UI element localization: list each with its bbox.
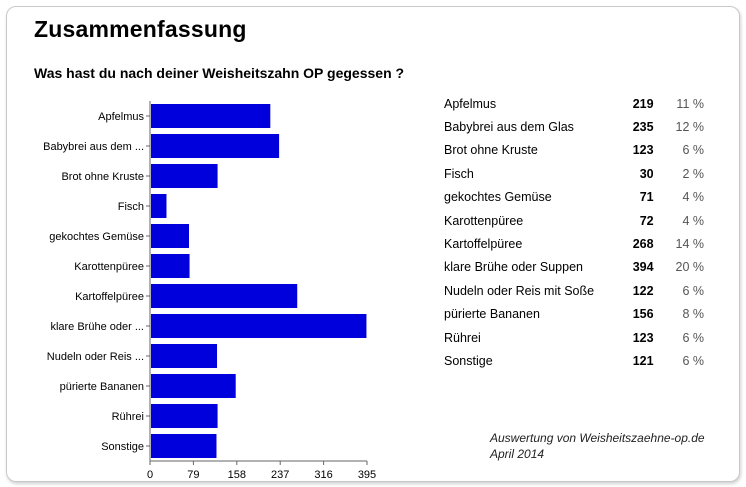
x-tick-label: 395 [358, 469, 376, 481]
summary-table: Apfelmus 219 11 % Babybrei aus dem Glas 235 1… [444, 92, 704, 373]
table-row: Brot ohne Kruste 123 6 % [444, 139, 704, 162]
bar [151, 254, 190, 278]
row-count: 121 [632, 353, 654, 368]
row-label: Karottenpüree [444, 213, 524, 228]
row-percent: 6 % [682, 283, 704, 298]
row-percent: 4 % [682, 190, 704, 205]
bar [151, 434, 217, 458]
row-label: Brot ohne Kruste [444, 143, 538, 158]
row-label: Fisch [444, 166, 474, 181]
summary-card [6, 6, 740, 482]
category-label: Karottenpüree [74, 261, 144, 273]
bar [151, 134, 280, 158]
source-note: Auswertung von Weisheitszaehne-op.de Apr… [490, 430, 705, 462]
row-percent: 6 % [682, 143, 704, 158]
bar [151, 404, 218, 428]
row-label: pürierte Bananen [444, 307, 540, 322]
row-count: 30 [639, 166, 654, 181]
table-row: Fisch 30 2 % [444, 162, 704, 185]
category-label: Fisch [118, 201, 144, 213]
row-percent: 8 % [682, 307, 704, 322]
table-row: Sonstige 121 6 % [444, 349, 704, 372]
x-tick-label: 158 [228, 469, 246, 481]
category-label: Kartoffelpüree [75, 291, 144, 303]
table-row: Nudeln oder Reis mit Soße 122 6 % [444, 279, 704, 302]
x-tick-label: 0 [147, 469, 153, 481]
row-count: 71 [639, 190, 654, 205]
table-row: klare Brühe oder Suppen 394 20 % [444, 256, 704, 279]
category-label: gekochtes Gemüse [49, 231, 144, 243]
row-percent: 6 % [682, 353, 704, 368]
bar [151, 344, 218, 368]
table-row: Kartoffelpüree 268 14 % [444, 232, 704, 255]
bar [151, 104, 271, 128]
category-label: Rührei [112, 411, 144, 423]
x-tick-label: 316 [314, 469, 332, 481]
row-percent: 2 % [682, 166, 704, 181]
table-row: Rührei 123 6 % [444, 326, 704, 349]
row-count: 72 [639, 213, 654, 228]
row-count: 122 [632, 283, 654, 298]
source-line-2: April 2014 [490, 447, 545, 461]
bar [151, 374, 236, 398]
row-percent: 20 % [675, 260, 705, 275]
row-label: Sonstige [444, 353, 493, 368]
category-label: pürierte Bananen [60, 381, 144, 393]
table-row: pürierte Bananen 156 8 % [444, 303, 704, 326]
row-label: Babybrei aus dem Glas [444, 120, 574, 135]
row-count: 235 [632, 120, 654, 135]
bar [151, 314, 367, 338]
row-percent: 14 % [675, 237, 705, 252]
bar [151, 164, 218, 188]
x-tick-label: 237 [271, 469, 289, 481]
category-label: Apfelmus [98, 111, 144, 123]
row-percent: 6 % [682, 330, 704, 345]
table-row: Babybrei aus dem Glas 235 12 % [444, 115, 704, 138]
bar [151, 224, 190, 248]
row-count: 156 [632, 307, 654, 322]
page-title: Zusammenfassung [34, 16, 247, 42]
row-percent: 4 % [682, 213, 704, 228]
category-label: Brot ohne Kruste [61, 171, 144, 183]
row-percent: 11 % [676, 96, 704, 111]
x-tick-label: 79 [187, 469, 199, 481]
table-row: gekochtes Gemüse 71 4 % [444, 186, 704, 209]
row-label: Rührei [444, 330, 481, 345]
row-count: 268 [632, 237, 654, 252]
row-label: Kartoffelpüree [444, 237, 523, 252]
table-row: Karottenpüree 72 4 % [444, 209, 704, 232]
row-label: Nudeln oder Reis mit Soße [444, 283, 595, 298]
row-count: 123 [632, 330, 654, 345]
chart-subtitle: Was hast du nach deiner Weisheitszahn OP… [34, 65, 405, 81]
row-label: gekochtes Gemüse [444, 190, 552, 205]
category-label: klare Brühe oder ... [50, 321, 144, 333]
bar [151, 284, 298, 308]
table-row: Apfelmus 219 11 % [444, 92, 704, 115]
row-label: klare Brühe oder Suppen [444, 260, 583, 275]
row-label: Apfelmus [444, 96, 497, 111]
row-count: 123 [632, 143, 654, 158]
row-percent: 12 % [675, 120, 705, 135]
source-line-1: Auswertung von Weisheitszaehne-op.de [490, 431, 705, 445]
category-label: Nudeln oder Reis ... [47, 351, 144, 363]
category-label: Babybrei aus dem ... [43, 141, 144, 153]
category-label: Sonstige [101, 441, 144, 453]
bar [151, 194, 167, 218]
row-count: 394 [632, 260, 654, 275]
row-count: 219 [632, 96, 654, 111]
